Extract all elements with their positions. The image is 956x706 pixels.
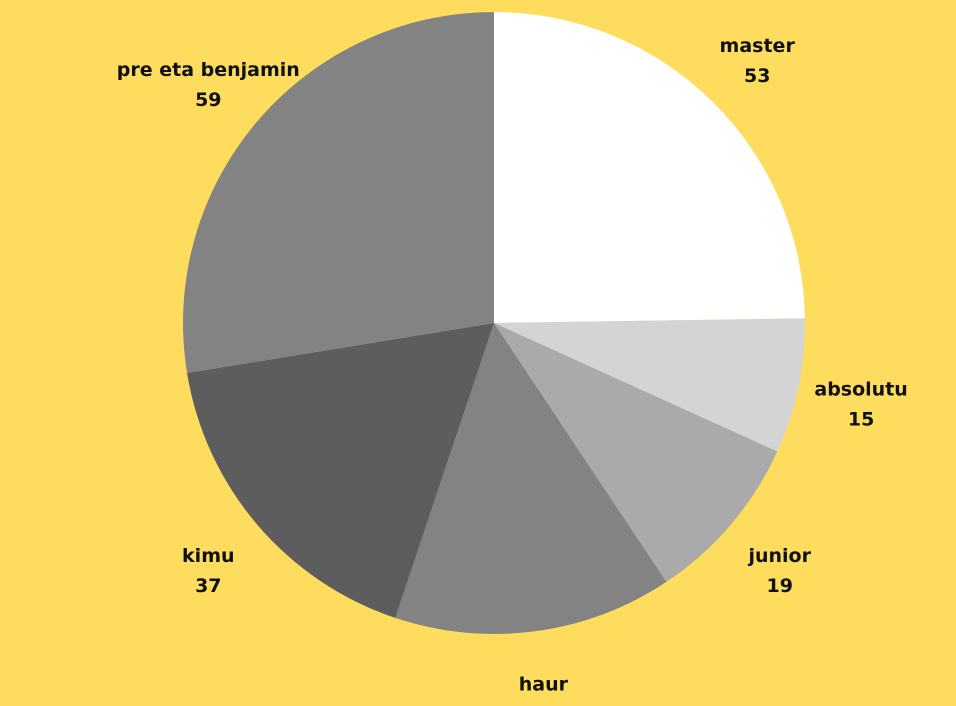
pie-slice-pre-eta-benjamin	[183, 12, 494, 373]
slice-value-kimu: 37	[195, 575, 221, 597]
slice-label-haur: haur	[519, 674, 569, 696]
pie-slice-absolutu	[494, 318, 806, 452]
labels-layer: master 53 absolutu 15 junior 19 haur 31 kimu 37 pr…	[117, 35, 908, 706]
pie-slice-haur	[395, 323, 667, 634]
slice-label-master: master	[720, 35, 796, 57]
slice-value-master: 53	[744, 65, 770, 87]
slice-label-absolutu: absolutu	[814, 379, 907, 401]
pie-slice-junior	[494, 323, 778, 582]
pie-slice-master	[494, 12, 805, 323]
slice-value-pre-eta-benjamin: 59	[195, 89, 221, 111]
slice-value-junior: 19	[766, 575, 792, 597]
slices-layer	[183, 12, 806, 634]
pie-slice-kimu	[187, 323, 495, 618]
slice-value-haur: 31	[530, 704, 556, 706]
slice-label-junior: junior	[747, 545, 811, 567]
slice-label-kimu: kimu	[182, 545, 234, 567]
slice-value-absolutu: 15	[848, 409, 874, 431]
slice-label-pre-eta-benjamin: pre eta benjamin	[117, 59, 300, 81]
